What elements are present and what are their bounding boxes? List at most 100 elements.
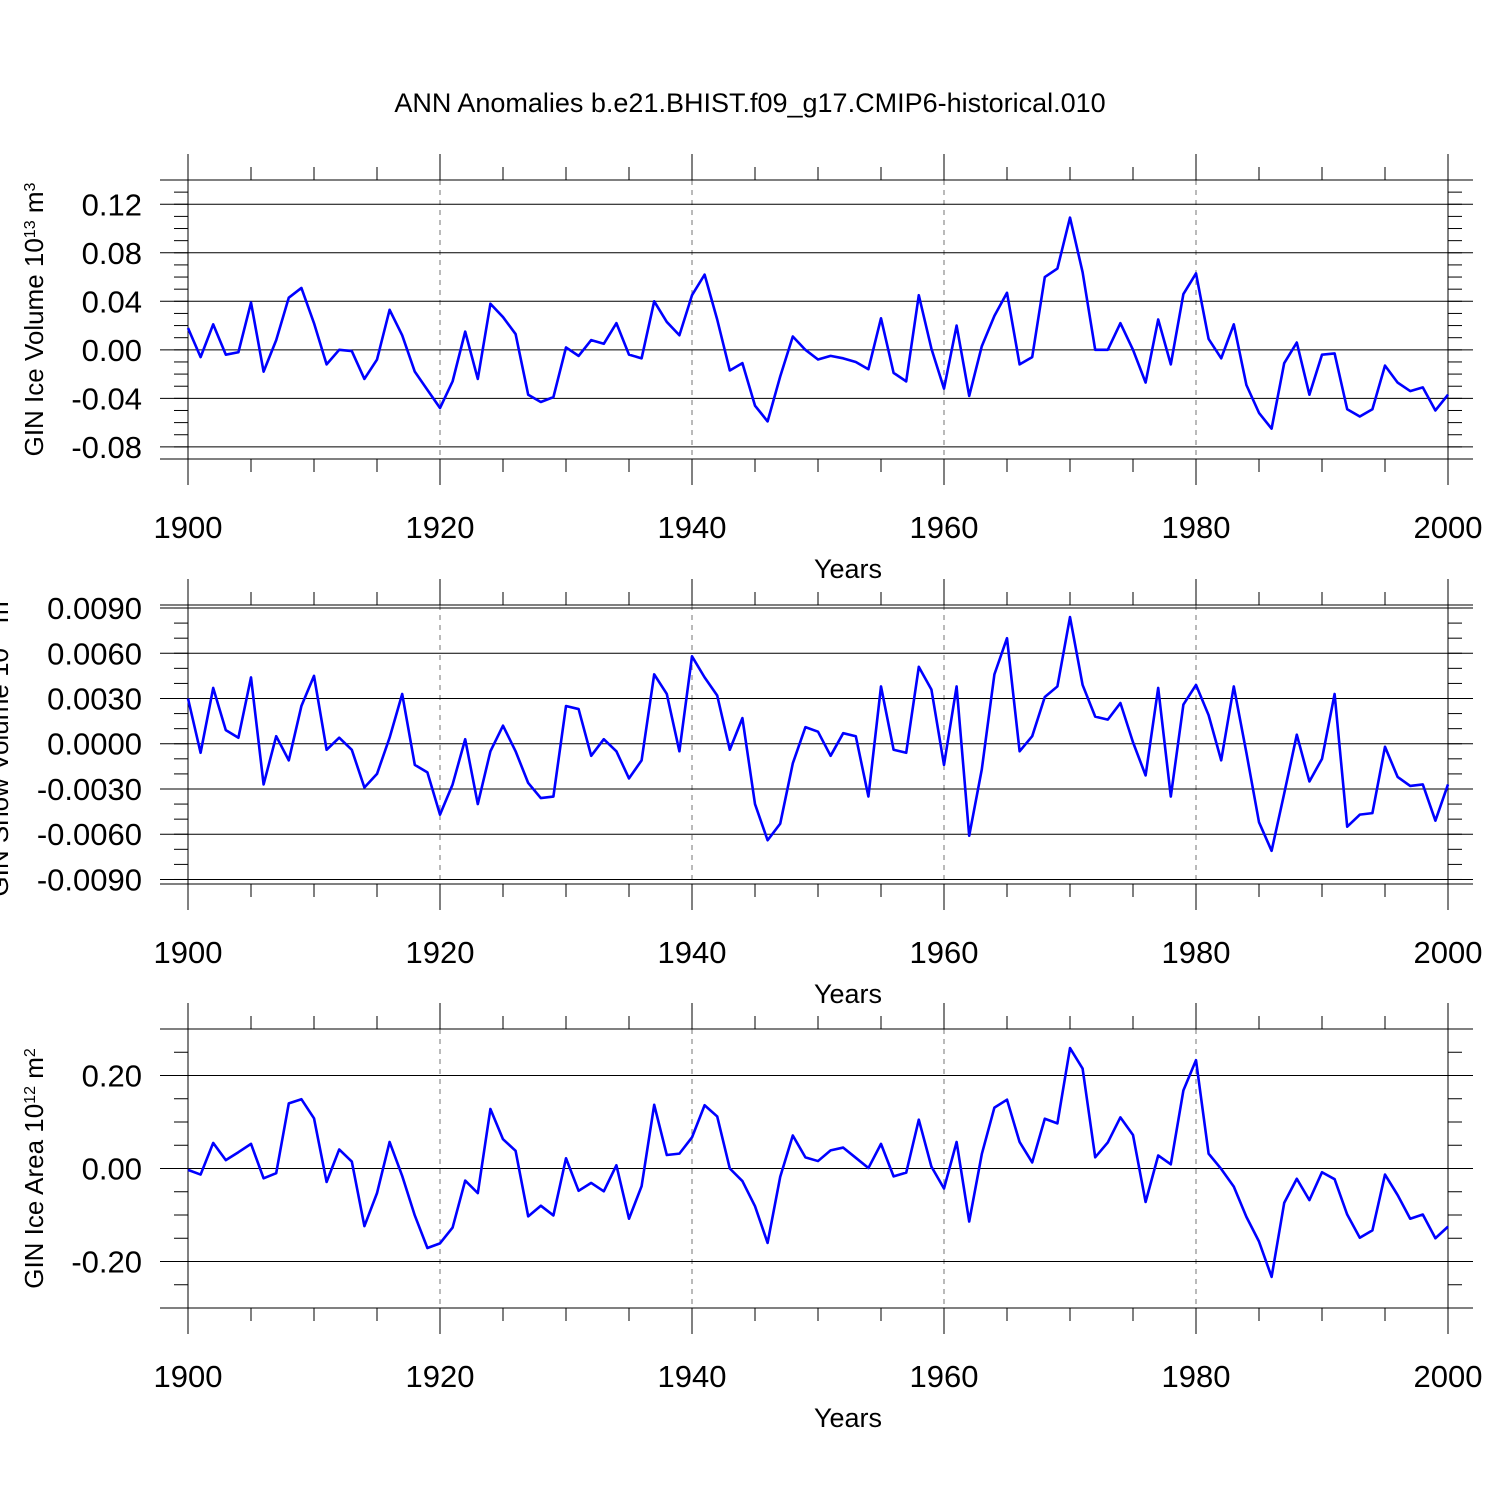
- data-point: [716, 1115, 718, 1117]
- data-point: [1031, 735, 1033, 737]
- data-point: [955, 685, 957, 687]
- data-point: [628, 777, 630, 779]
- x-tick-label: 1900: [154, 1359, 223, 1394]
- data-point: [426, 389, 428, 391]
- data-point: [867, 1167, 869, 1169]
- data-point: [565, 1157, 567, 1159]
- y-tick-label: -0.20: [71, 1245, 142, 1280]
- data-point: [892, 372, 894, 374]
- data-point: [338, 1148, 340, 1150]
- series-line: [187, 1046, 1449, 1279]
- data-point: [439, 1242, 441, 1244]
- data-point: [1220, 357, 1222, 359]
- data-point: [502, 1138, 504, 1140]
- data-point: [1069, 216, 1071, 218]
- y-axis-label-unit: m: [19, 191, 49, 220]
- data-point: [451, 380, 453, 382]
- data-point: [766, 1242, 768, 1244]
- data-point: [212, 1142, 214, 1144]
- data-point: [1044, 1118, 1046, 1120]
- data-point: [1296, 341, 1298, 343]
- data-point: [842, 1146, 844, 1148]
- data-point: [968, 395, 970, 397]
- data-point: [1308, 780, 1310, 782]
- data-point: [766, 839, 768, 841]
- data-point: [1107, 1141, 1109, 1143]
- data-point: [1296, 1178, 1298, 1180]
- y-axis-label-exponent: 12: [22, 1086, 39, 1104]
- data-point: [691, 1136, 693, 1138]
- data-point: [325, 1181, 327, 1183]
- data-point: [855, 1157, 857, 1159]
- data-point: [250, 676, 252, 678]
- panel-2: -0.0090 -0.0060 -0.0030 0.0000 0.0030 0.0060 0…: [0, 579, 1482, 1009]
- y-axis-label-unit-exponent: 3: [0, 592, 4, 601]
- data-point: [1245, 752, 1247, 754]
- data-point: [766, 420, 768, 422]
- data-point: [565, 346, 567, 348]
- x-tick-label: 2000: [1414, 1359, 1483, 1394]
- data-point: [1056, 1122, 1058, 1124]
- data-point: [426, 1247, 428, 1249]
- data-point: [464, 738, 466, 740]
- data-point: [275, 1172, 277, 1174]
- data-point: [1170, 795, 1172, 797]
- data-point: [615, 750, 617, 752]
- data-point: [199, 356, 201, 358]
- x-tick-label: 1940: [658, 510, 727, 545]
- series-line: [186, 216, 1450, 430]
- x-tick-label: 1920: [406, 935, 475, 970]
- data-point: [590, 1182, 592, 1184]
- data-point: [1207, 338, 1209, 340]
- y-axis-label-unit-exponent: 2: [22, 1048, 39, 1057]
- data-point: [729, 749, 731, 751]
- data-point: [1333, 693, 1335, 695]
- y-tick-label: 0.0060: [47, 636, 142, 671]
- data-point: [1308, 394, 1310, 396]
- data-point: [288, 1102, 290, 1104]
- data-point: [930, 688, 932, 690]
- data-point: [1056, 685, 1058, 687]
- data-point: [426, 771, 428, 773]
- data-point: [1056, 267, 1058, 269]
- series-line: [186, 615, 1450, 853]
- data-point: [640, 357, 642, 359]
- data-point: [1170, 1163, 1172, 1165]
- x-tick-label: 1960: [910, 1359, 979, 1394]
- data-point: [666, 321, 668, 323]
- data-point: [363, 1225, 365, 1227]
- y-axis-label-exponent: 13: [22, 220, 39, 238]
- data-point: [477, 378, 479, 380]
- data-point: [376, 1192, 378, 1194]
- data-point: [628, 1218, 630, 1220]
- data-point: [804, 726, 806, 728]
- data-point: [855, 361, 857, 363]
- data-point: [300, 705, 302, 707]
- data-point: [502, 724, 504, 726]
- data-point: [1245, 384, 1247, 386]
- data-point: [388, 309, 390, 311]
- y-axis-label: GIN Ice Area 1012 m2: [19, 1048, 49, 1289]
- data-point: [1296, 733, 1298, 735]
- data-point: [754, 803, 756, 805]
- data-point: [262, 1177, 264, 1179]
- data-point: [943, 387, 945, 389]
- data-point: [691, 294, 693, 296]
- data-point: [540, 401, 542, 403]
- data-point: [981, 345, 983, 347]
- data-point: [804, 349, 806, 351]
- data-point: [1094, 349, 1096, 351]
- data-point: [817, 730, 819, 732]
- data-point: [351, 350, 353, 352]
- data-point: [615, 322, 617, 324]
- data-point: [1333, 352, 1335, 354]
- x-tick-label: 1940: [658, 935, 727, 970]
- data-point: [892, 749, 894, 751]
- data-point: [1434, 1237, 1436, 1239]
- data-point: [817, 358, 819, 360]
- x-axis-label: Years: [814, 979, 882, 1009]
- data-point: [804, 1156, 806, 1158]
- data-point: [930, 347, 932, 349]
- data-point: [565, 705, 567, 707]
- data-point: [1069, 1047, 1071, 1049]
